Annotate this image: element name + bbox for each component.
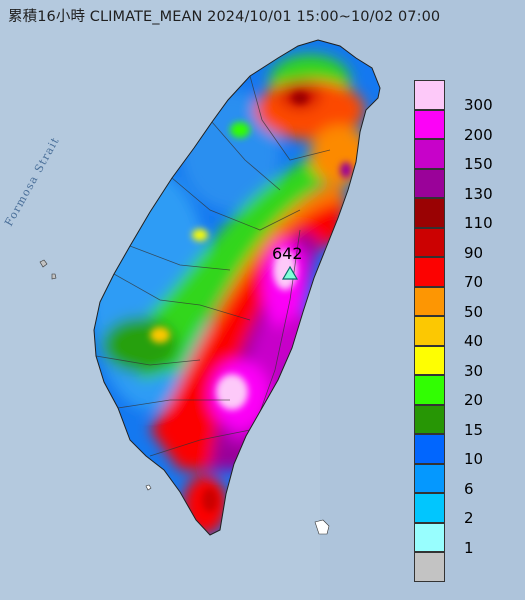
legend-swatch — [414, 404, 445, 434]
legend-label: 10 — [464, 450, 484, 468]
legend-swatch — [414, 80, 445, 110]
green-island — [314, 519, 330, 535]
legend-label: 20 — [464, 391, 484, 409]
max-rainfall-marker — [281, 265, 299, 280]
guishan-island — [145, 484, 152, 491]
legend-swatch — [414, 198, 445, 228]
legend-label: 200 — [464, 125, 493, 144]
legend-swatch — [414, 522, 445, 552]
legend-swatch — [414, 375, 445, 405]
legend-label: 1 — [464, 538, 474, 557]
legend-swatch — [414, 257, 445, 287]
legend-swatch — [414, 139, 445, 169]
legend-label: 130 — [464, 184, 493, 203]
legend-swatch — [414, 434, 445, 464]
legend-label: 50 — [464, 302, 484, 321]
legend-label: 110 — [464, 214, 493, 232]
legend-label: 70 — [464, 273, 484, 291]
legend-swatch — [414, 493, 445, 523]
legend-label: 40 — [464, 332, 484, 350]
legend-label: 300 — [464, 96, 493, 114]
legend-label: 15 — [464, 420, 484, 439]
legend-label: 6 — [464, 479, 474, 498]
legend-swatch — [414, 227, 445, 257]
legend-label: 2 — [464, 509, 474, 527]
penghu-islands — [39, 259, 57, 280]
legend-swatch — [414, 109, 445, 139]
legend-label: 90 — [464, 243, 484, 262]
legend-swatch — [414, 316, 445, 346]
legend-swatch — [414, 552, 445, 582]
legend-swatch — [414, 345, 445, 375]
legend-label: 30 — [464, 361, 484, 380]
legend-swatch — [414, 286, 445, 316]
max-rainfall-value: 642 — [272, 244, 303, 263]
map-title: 累積16小時 CLIMATE_MEAN 2024/10/01 15:00~10/… — [8, 9, 441, 25]
legend-label: 150 — [464, 155, 493, 173]
legend-swatch — [414, 463, 445, 493]
legend-swatch — [414, 168, 445, 198]
